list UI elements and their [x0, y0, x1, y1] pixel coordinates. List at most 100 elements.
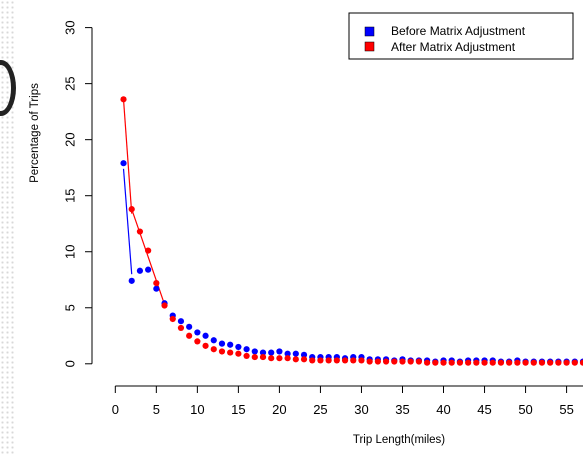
data-points — [120, 96, 583, 366]
data-point-after — [415, 358, 422, 365]
x-axis-title: Trip Length(miles) — [353, 434, 445, 446]
data-point-after — [243, 352, 250, 360]
data-point-after — [579, 359, 583, 366]
data-point-after — [161, 302, 168, 309]
data-point-after — [456, 359, 464, 366]
data-point-after — [128, 206, 135, 213]
x-tick-label: 35 — [395, 402, 409, 417]
y-tick-label: 10 — [63, 244, 78, 258]
y-axis-title: Percentage of Trips — [29, 83, 41, 183]
data-point-before — [218, 340, 226, 347]
data-point-after — [186, 332, 193, 339]
x-tick-label: 0 — [112, 402, 119, 417]
x-tick-label: 50 — [518, 402, 532, 417]
y-tick-label: 5 — [63, 304, 78, 311]
data-point-after — [309, 357, 316, 364]
data-point-before — [145, 266, 152, 273]
data-point-after — [177, 324, 185, 332]
data-point-after — [120, 96, 127, 103]
y-tick-label: 30 — [63, 20, 78, 34]
data-point-after — [276, 355, 283, 362]
data-point-after — [145, 247, 152, 254]
data-point-before — [120, 160, 127, 167]
data-point-before — [194, 329, 201, 336]
x-tick-label: 30 — [354, 402, 368, 417]
x-tick-label: 55 — [559, 402, 573, 417]
data-point-after — [522, 359, 529, 366]
data-point-after — [440, 359, 447, 366]
data-point-after — [432, 359, 439, 366]
x-tick-label: 25 — [313, 402, 327, 417]
legend: Before Matrix Adjustment After Matrix Ad… — [348, 12, 574, 60]
data-point-before — [153, 285, 160, 292]
data-point-after — [374, 358, 381, 365]
series-connector-lines — [122, 99, 166, 305]
y-tick-label: 0 — [63, 360, 78, 367]
data-point-after — [218, 348, 226, 355]
data-point-after — [530, 359, 537, 366]
data-point-after — [325, 357, 332, 364]
legend-swatch-after — [364, 41, 375, 52]
data-point-before — [292, 350, 299, 357]
data-point-after — [317, 357, 324, 364]
data-point-after — [153, 280, 160, 287]
legend-box — [348, 12, 574, 60]
data-point-after — [514, 359, 521, 366]
data-point-after — [424, 359, 431, 366]
series-connector-line — [122, 99, 133, 214]
x-tick-label: 10 — [190, 402, 204, 417]
y-tick-label: 25 — [63, 76, 78, 90]
y-tick-label: 15 — [63, 188, 78, 202]
data-point-after — [259, 353, 267, 361]
data-point-before — [177, 318, 185, 325]
data-point-after — [284, 355, 291, 362]
y-tick-label: 20 — [63, 132, 78, 146]
legend-label-after: After Matrix Adjustment — [391, 40, 516, 54]
data-point-after — [506, 359, 513, 366]
data-point-after — [366, 358, 373, 365]
data-point-before — [243, 346, 250, 353]
data-point-after — [538, 359, 546, 366]
legend-swatch-before — [364, 26, 375, 37]
data-point-before — [284, 350, 291, 357]
x-tick-label: 5 — [153, 402, 160, 417]
data-point-before — [186, 323, 193, 330]
data-point-after — [399, 358, 406, 365]
data-point-after — [333, 357, 340, 364]
data-point-after — [251, 353, 258, 361]
x-tick-label: 20 — [272, 402, 286, 417]
data-point-after — [202, 342, 209, 349]
data-point-after — [473, 359, 480, 366]
data-point-before — [210, 337, 217, 344]
data-point-after — [227, 349, 234, 356]
data-point-before — [251, 348, 258, 355]
data-point-after — [391, 358, 398, 365]
data-point-before — [128, 277, 135, 284]
data-point-before — [235, 343, 242, 351]
data-point-after — [235, 350, 242, 357]
x-axis: 0 5 10 15 20 25 30 35 40 45 50 55 — [112, 385, 583, 417]
data-point-after — [497, 359, 505, 366]
data-point-after — [358, 357, 365, 364]
data-point-after — [481, 359, 488, 366]
data-point-before — [300, 351, 308, 358]
data-point-after — [555, 359, 562, 366]
data-point-after — [300, 356, 308, 363]
data-point-after — [571, 359, 578, 366]
data-point-before — [227, 341, 234, 348]
data-point-after — [210, 346, 217, 353]
data-point-before — [259, 349, 267, 356]
data-point-after — [136, 228, 144, 235]
legend-label-before: Before Matrix Adjustment — [391, 24, 526, 38]
data-point-after — [407, 358, 414, 365]
data-point-before — [268, 349, 275, 356]
x-tick-label: 15 — [231, 402, 245, 417]
data-point-after — [465, 359, 472, 366]
data-point-after — [169, 315, 176, 323]
data-point-before — [136, 267, 144, 274]
data-point-after — [489, 359, 496, 366]
data-point-before — [202, 332, 209, 339]
data-point-after — [268, 355, 275, 362]
data-point-before — [276, 348, 283, 355]
